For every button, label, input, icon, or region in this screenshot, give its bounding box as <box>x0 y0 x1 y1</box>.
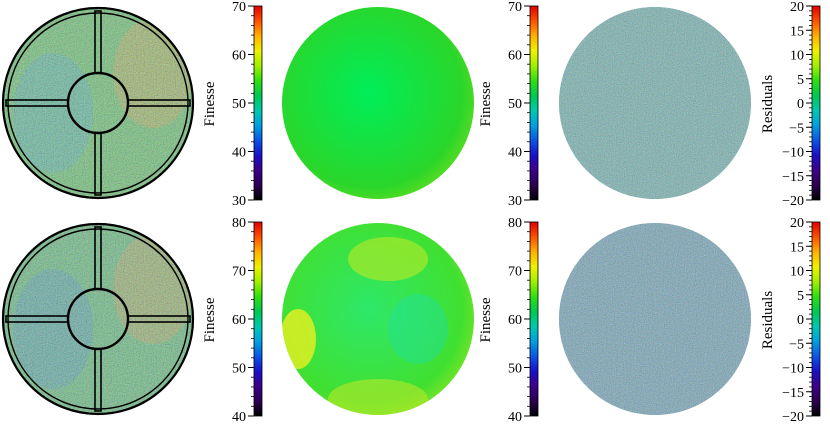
colorbar-tick-label: 60 <box>232 313 246 328</box>
colorbar-tick-label: −20 <box>782 194 804 209</box>
mirror-rim <box>1 222 195 416</box>
colorbar-tick-label: −10 <box>782 362 804 377</box>
mask-strut-top <box>94 10 102 74</box>
colorbar-tick-label: 40 <box>232 146 246 161</box>
colorbar-gradient <box>529 221 539 417</box>
colorbar-tick-label: 60 <box>508 313 522 328</box>
colorbar-tick-label: −5 <box>789 337 804 352</box>
colorbar-axis-label: Residuals <box>760 75 776 133</box>
measured-finesse-map-row2 <box>1 222 195 416</box>
mask-strut-bottom <box>94 132 102 196</box>
residuals-map-row1 <box>559 7 751 199</box>
colorbar-tick-label: 30 <box>232 194 246 209</box>
colorbar-axis-label: Finesse <box>202 297 218 342</box>
residuals-map-row2 <box>559 223 751 415</box>
mask-strut-right <box>127 99 191 107</box>
colorbar-tick-label: −15 <box>782 386 804 401</box>
colorbar-gradient <box>529 5 539 201</box>
colorbar-tick-label: 40 <box>508 146 522 161</box>
colorbar-tick-label: 70 <box>232 0 246 15</box>
mask-strut-left <box>5 99 69 107</box>
colorbar-residuals-5: −20 −15 −10 −5 0 5 10 15 20 Residuals <box>760 216 821 424</box>
colorbar-tick-label: 5 <box>797 73 804 88</box>
colorbar-tick-label: 15 <box>790 240 804 255</box>
colorbar-tick-label: 15 <box>790 24 804 39</box>
colorbar-tick-label: 0 <box>797 97 804 112</box>
colorbar-tick-label: −10 <box>782 146 804 161</box>
colorbar-tick-label: 40 <box>232 410 246 424</box>
colorbar-tick-label: 80 <box>508 216 522 231</box>
colorbar-axis-label: Residuals <box>760 291 776 349</box>
colorbar-tick-label: 40 <box>508 410 522 424</box>
colorbar-residuals-2: −20 −15 −10 −5 0 5 10 15 20 Residuals <box>760 0 821 209</box>
colorbar-gradient <box>811 221 821 417</box>
colorbar-tick-label: 20 <box>790 0 804 15</box>
mask-strut-top <box>94 226 102 290</box>
colorbar-tick-label: −5 <box>789 121 804 136</box>
colorbar-tick-label: 70 <box>232 265 246 280</box>
colorbar-tick-label: 5 <box>797 289 804 304</box>
colorbar-tick-label: 50 <box>508 97 522 112</box>
colorbar-finesse-4: 40 50 60 70 80 Finesse <box>478 216 539 424</box>
colorbar-finesse-0: 30 40 50 60 70 Finesse <box>202 0 263 209</box>
colorbar-tick-label: 50 <box>232 362 246 377</box>
mirror-rim <box>1 6 195 200</box>
colorbar-finesse-3: 40 50 60 70 80 Finesse <box>202 216 263 424</box>
colorbar-tick-label: 20 <box>790 216 804 231</box>
colorbar-tick-label: 70 <box>508 0 522 15</box>
colorbar-tick-label: 30 <box>508 194 522 209</box>
model-finesse-map-row1 <box>282 7 474 199</box>
colorbar-axis-label: Finesse <box>478 297 494 342</box>
colorbar-tick-label: −20 <box>782 410 804 424</box>
colorbar-tick-label: −15 <box>782 170 804 185</box>
colorbar-axis-label: Finesse <box>202 81 218 126</box>
mask-strut-right <box>127 315 191 323</box>
colorbar-tick-label: 0 <box>797 313 804 328</box>
colorbar-finesse-1: 30 40 50 60 70 Finesse <box>478 0 539 209</box>
colorbar-tick-label: 10 <box>790 49 804 64</box>
colorbar-tick-label: 70 <box>508 265 522 280</box>
mask-strut-bottom <box>94 348 102 412</box>
colorbar-gradient <box>253 221 263 417</box>
colorbar-tick-label: 50 <box>508 362 522 377</box>
colorbar-gradient <box>253 5 263 201</box>
colorbar-tick-label: 50 <box>232 97 246 112</box>
colorbar-tick-label: 80 <box>232 216 246 231</box>
colorbar-tick-label: 10 <box>790 265 804 280</box>
model-finesse-map-row2 <box>282 223 474 415</box>
colorbar-tick-label: 60 <box>232 49 246 64</box>
colorbar-gradient <box>811 5 821 201</box>
colorbar-tick-label: 60 <box>508 49 522 64</box>
measured-finesse-map-row1 <box>1 6 195 200</box>
mask-strut-left <box>5 315 69 323</box>
colorbar-axis-label: Finesse <box>478 81 494 126</box>
